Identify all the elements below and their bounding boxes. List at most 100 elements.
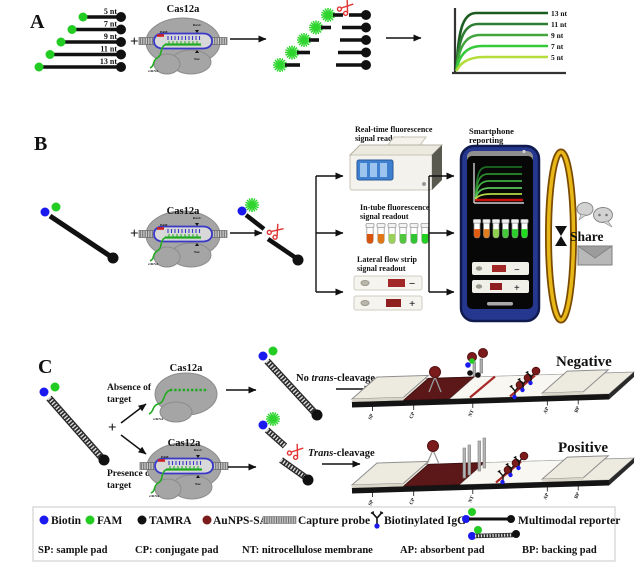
series-label: 11 nt (551, 20, 567, 29)
fam-dot (51, 202, 61, 212)
cas12a-complex: Cas12a PAM RuvC Nuc crRNA (137, 4, 229, 76)
tamra-dot (116, 24, 126, 35)
crrna-label: crRNA (153, 417, 164, 421)
cas12a-apo: Cas12a crRNA (148, 363, 218, 423)
tamra-dot (107, 252, 119, 264)
legend-fam: FAM (97, 515, 122, 527)
reporter-9nt: 9 nt (56, 32, 126, 47)
share-ring (545, 148, 577, 324)
section-label-sp: SP (368, 413, 375, 420)
minus-sign: − (409, 278, 415, 290)
absence-label-line1: Absence of (107, 383, 152, 393)
backing-pad-side (609, 372, 634, 400)
tamra-dot (98, 454, 110, 466)
smartphone-title-line1: Smartphone (469, 126, 514, 136)
readout-title-line1: Real-time fluorescence (355, 125, 433, 134)
cleaved-reporter-row (296, 32, 371, 48)
reporter-11nt: 11 nt (45, 45, 126, 60)
curve-13nt (455, 11, 548, 72)
legend-sp: SP: sample pad (38, 545, 108, 556)
tube-icon (409, 223, 419, 244)
legend-bp: BP: backing pad (522, 545, 597, 556)
section-label-ap: AP (543, 493, 550, 501)
biotinylated-igg-icon (370, 510, 384, 529)
kinetics-chart: 13 nt 11 nt 9 nt 7 nt 5 nt (452, 8, 568, 75)
panel-b-label: B (34, 133, 47, 155)
phone-strips: − + (472, 262, 529, 294)
ruvc-label: RuvC (193, 216, 202, 220)
readout-title-line1: Lateral flow strip (357, 255, 418, 264)
legend-aunps: AuNPS-SA (213, 515, 269, 527)
backing-pad-front (352, 394, 609, 408)
fam-dot (56, 37, 66, 47)
tamra-dot (311, 409, 323, 421)
chat-bubbles-icon (576, 202, 613, 228)
crrna-label: crRNA (148, 262, 159, 266)
reporter-length-label: 11 nt (100, 45, 117, 54)
realtime-readout: Real-time fluorescence signal readout (348, 125, 444, 191)
cas12a-title: Cas12a (168, 438, 201, 449)
section-label-nt: NT (468, 409, 476, 418)
branch-arrow-up (120, 403, 147, 424)
biotin-dot (258, 351, 268, 361)
tube-icon (387, 223, 397, 244)
series-label: 13 nt (551, 9, 568, 18)
tamra-dot (116, 49, 126, 60)
strip-section-labels: SP CP NT AP BP (368, 482, 582, 507)
cas12a-title: Cas12a (167, 4, 200, 15)
section-label-nt: NT (468, 495, 476, 504)
section-label-cp: CP (409, 412, 416, 420)
pam-label: PAM (160, 223, 168, 227)
absence-label-line2: target (107, 395, 132, 405)
phone-chart (473, 163, 524, 204)
nuc-label: Nuc (195, 482, 201, 486)
panel-a-label: A (30, 11, 45, 33)
nuc-label: Nuc (194, 57, 200, 61)
camera-dot (522, 149, 526, 154)
lfs-readout: Lateral flow strip signal readout − + (353, 255, 423, 311)
nuc-label: Nuc (194, 250, 200, 254)
readout-bracket-left (315, 172, 344, 296)
tamra-dot (116, 37, 126, 47)
legend: Biotin FAM TAMRA AuNPS-SA Capture probe … (32, 506, 620, 562)
cleaved-reporter-row (284, 44, 371, 61)
phone-curve (474, 193, 522, 200)
absorbent-pad (540, 455, 610, 480)
reporter-set: 5 nt 7 nt 9 nt 11 nt 13 nt (34, 7, 126, 72)
cleaved-reporter-set (272, 0, 371, 73)
tube-icon (420, 223, 430, 244)
biotin-dot (40, 207, 50, 217)
presence-label-line2: target (107, 481, 132, 491)
no-cleavage-label: No trans-cleavage (296, 373, 375, 384)
sample-pad-edge (352, 397, 404, 402)
panel-b-figure: B + Cas12a PAM RuvC Nuc crRNA Real-time … (34, 125, 614, 324)
curve-9nt (455, 33, 548, 72)
fam-dot (268, 346, 278, 356)
positive-strip: SP CP NT AP BP Positive (350, 437, 636, 507)
cleaved-probe (258, 411, 314, 486)
aunps-conjugate (426, 440, 440, 465)
scissors-icon (285, 441, 305, 461)
mini-strip-negative: − (353, 275, 423, 291)
test-line (469, 375, 496, 399)
cas12a-title: Cas12a (170, 363, 203, 374)
home-bar (487, 302, 513, 306)
presence-label-line1: Presence of (107, 469, 154, 479)
plus-sign: + (108, 420, 117, 436)
fam-swatch (85, 515, 95, 525)
series-label: 7 nt (551, 42, 564, 51)
ruvc-label: RuvC (193, 23, 202, 27)
control-line-complexes (509, 366, 541, 400)
cleaved-reporter-row (308, 19, 371, 36)
tube-icon (376, 223, 386, 244)
fam-dot (34, 62, 44, 72)
envelope-icon (576, 245, 614, 266)
biotin-dot (237, 206, 247, 216)
capture-probe-swatch (262, 516, 297, 524)
biotin-dot (258, 420, 268, 430)
branch-arrow-down (120, 434, 147, 455)
cleavage-label: Trans-cleavage (308, 448, 375, 459)
cleaved-reporter (237, 197, 304, 266)
panel-a-figure: A 5 nt 7 nt 9 nt 11 nt (30, 0, 568, 76)
